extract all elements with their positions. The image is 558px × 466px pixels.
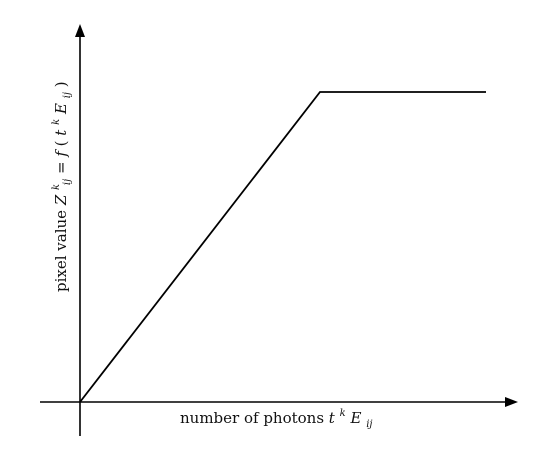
y-axis-label-text: pixel value	[52, 205, 70, 292]
y-axis-label-open-paren: (	[52, 140, 70, 146]
y-axis-label-z-sup: k	[51, 184, 62, 190]
y-axis-label-close-paren: )	[52, 81, 70, 87]
y-axis-label-z-sub: ij	[62, 179, 73, 185]
y-axis-label-e-sub: ij	[62, 92, 73, 98]
x-axis-label-t: t	[329, 409, 336, 427]
response-curve	[79, 91, 486, 403]
y-axis-label-t: t	[52, 129, 70, 136]
y-axis-label-t-sup: k	[51, 119, 62, 125]
x-axis-label-e-sub: ij	[366, 419, 372, 430]
x-axis-arrow-icon	[505, 397, 518, 407]
y-axis-label-e: E	[52, 103, 70, 115]
y-axis-label: pixel value Z k ij = f ( t k E ij )	[45, 81, 74, 292]
x-axis-label-e: E	[349, 409, 361, 427]
x-axis-label-text: number of photons	[180, 409, 329, 427]
x-axis-label-t-sup: k	[340, 408, 346, 419]
y-axis-label-z: Z	[52, 194, 70, 206]
x-axis-label: number of photons t k E ij	[180, 402, 373, 430]
y-axis-label-f: f	[52, 149, 70, 158]
y-axis-arrow-icon	[75, 24, 85, 37]
y-axis-label-equals: =	[52, 157, 70, 174]
